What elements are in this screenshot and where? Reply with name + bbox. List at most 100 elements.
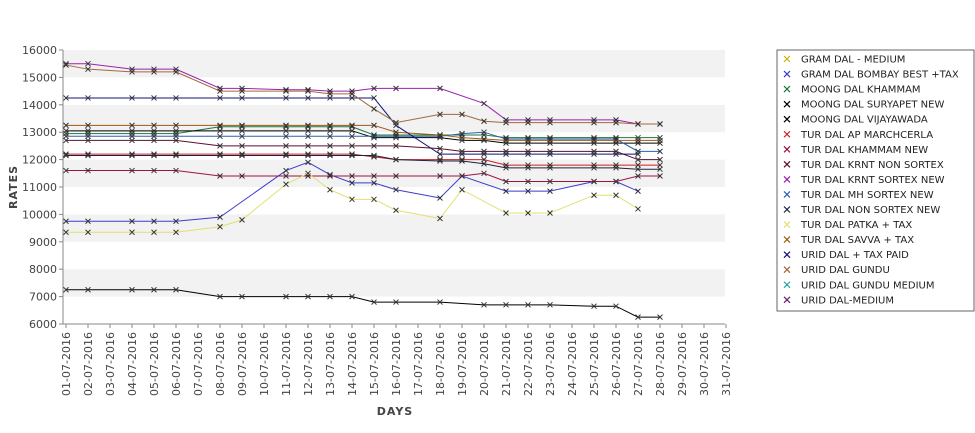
data-point: [371, 143, 377, 149]
x-tick-label: 07-07-2016: [192, 332, 205, 396]
data-point: [63, 122, 69, 129]
legend-item: MOONG DAL SURYAPET NEW: [783, 100, 944, 111]
data-point: [393, 133, 399, 140]
legend-item: URID DAL GUNDU: [783, 265, 890, 276]
data-point: [547, 164, 553, 171]
data-point: [591, 164, 597, 171]
data-point: [371, 180, 377, 186]
data-point: [283, 143, 289, 149]
x-tick-label: 12-07-2016: [302, 332, 315, 396]
data-point: [173, 122, 179, 129]
data-point: [327, 293, 333, 300]
legend-item: TUR DAL PATKA + TAX: [783, 220, 912, 231]
data-point: [459, 134, 465, 141]
legend-label: URID DAL + TAX PAID: [801, 250, 909, 261]
x-tick-label: 29-07-2016: [676, 332, 689, 396]
data-point: [85, 218, 91, 225]
data-point: [657, 148, 663, 155]
data-point: [591, 137, 597, 144]
data-point: [481, 301, 487, 308]
data-point: [217, 133, 223, 140]
data-point: [657, 121, 663, 127]
x-tick-label: 09-07-2016: [236, 332, 249, 396]
legend-marker: [783, 115, 791, 123]
data-point: [349, 90, 355, 97]
x-tick-label: 16-07-2016: [390, 332, 403, 396]
data-point: [503, 164, 509, 171]
legend-marker: [783, 206, 791, 213]
data-point: [283, 173, 289, 179]
data-point: [503, 301, 509, 308]
data-point: [151, 218, 157, 225]
data-point: [85, 229, 91, 236]
legend-marker: [783, 266, 791, 274]
y-tick-label: 6000: [29, 318, 57, 331]
data-point: [173, 167, 179, 174]
data-point: [283, 122, 289, 129]
data-point: [635, 166, 641, 173]
grid-band: [63, 269, 725, 297]
data-point: [437, 173, 443, 179]
data-point: [217, 223, 223, 230]
plot-background-bands: [63, 50, 725, 324]
legend-marker: [783, 296, 791, 304]
data-point: [151, 127, 157, 134]
x-tick-label: 04-07-2016: [126, 332, 139, 396]
data-point: [437, 111, 443, 118]
data-point: [437, 151, 443, 157]
legend-item: TUR DAL SAVVA + TAX: [783, 235, 914, 246]
legend-label: TUR DAL AP MARCHCERLA: [800, 130, 933, 141]
data-point: [503, 119, 509, 126]
data-point: [239, 122, 245, 129]
data-point: [459, 151, 465, 157]
data-point: [327, 173, 333, 179]
data-point: [129, 122, 135, 129]
data-point: [239, 95, 245, 101]
data-point: [525, 301, 531, 308]
legend-marker: [783, 100, 791, 108]
data-point: [129, 152, 135, 159]
grid-band: [63, 159, 725, 187]
data-point: [327, 152, 333, 159]
data-point: [151, 137, 157, 144]
data-point: [85, 133, 91, 140]
legend-label: TUR DAL PATKA + TAX: [800, 220, 912, 231]
data-point: [481, 118, 487, 125]
legend-marker: [783, 236, 791, 244]
y-axis-ticks: 6000 7000 8000 9000 10000 11000 12000 13000 1400…: [22, 44, 63, 331]
data-point: [525, 164, 531, 171]
legend-label: GRAM DAL - MEDIUM: [801, 55, 905, 66]
series-1: [63, 159, 641, 225]
data-point: [85, 95, 91, 101]
data-point: [547, 119, 553, 126]
y-tick-label: 13000: [22, 126, 57, 139]
grid-band: [63, 50, 725, 78]
series-group: [63, 60, 663, 321]
data-point: [85, 137, 91, 144]
x-tick-label: 14-07-2016: [346, 332, 359, 396]
data-point: [217, 88, 223, 94]
data-point: [129, 137, 135, 144]
x-tick-label: 30-07-2016: [698, 332, 711, 396]
data-point: [63, 152, 69, 159]
x-tick-label: 13-07-2016: [324, 332, 337, 396]
data-point: [437, 145, 443, 152]
series-line: [66, 161, 639, 222]
data-point: [371, 106, 377, 112]
data-point: [305, 88, 311, 94]
data-point: [635, 314, 641, 321]
series-7: [63, 137, 663, 163]
data-point: [657, 156, 663, 163]
data-point: [459, 111, 465, 118]
series-6: [63, 167, 663, 185]
data-point: [129, 133, 135, 140]
data-point: [63, 167, 69, 174]
data-point: [371, 85, 377, 92]
data-point: [151, 152, 157, 159]
legend-item: TUR DAL AP MARCHCERLA: [783, 130, 933, 141]
x-tick-label: 24-07-2016: [566, 332, 579, 396]
data-point: [217, 143, 223, 149]
data-point: [217, 214, 223, 220]
data-point: [173, 218, 179, 225]
